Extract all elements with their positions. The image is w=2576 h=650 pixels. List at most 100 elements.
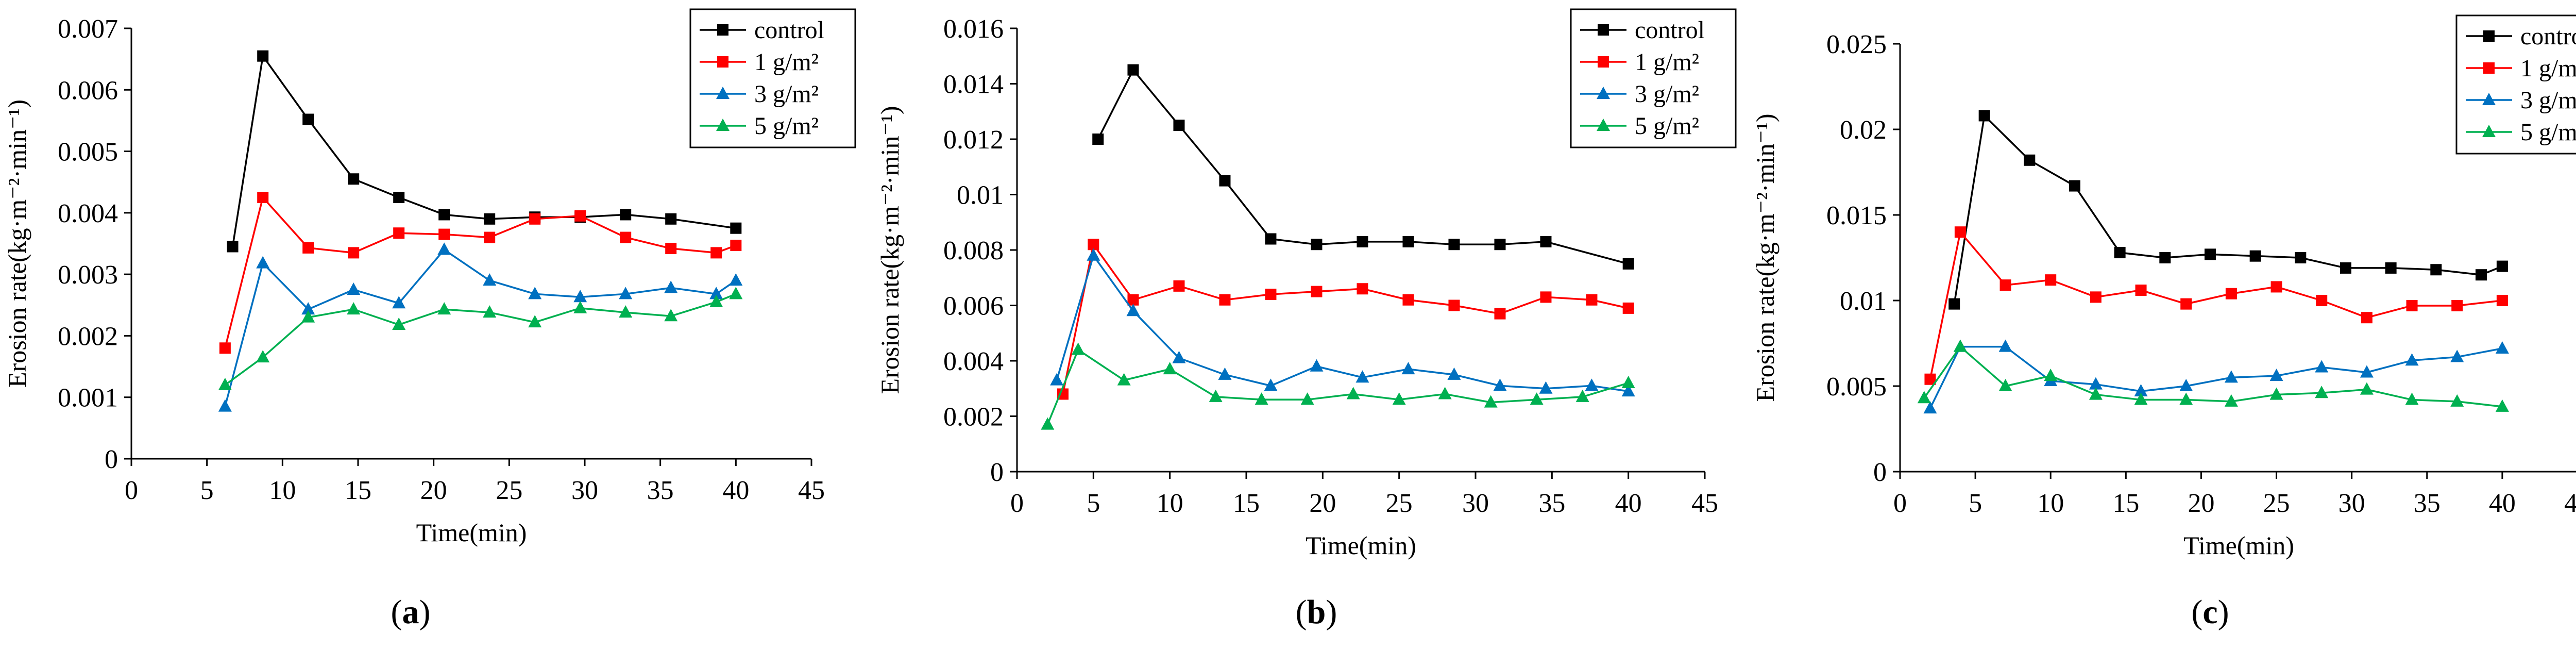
data-point bbox=[2089, 387, 2103, 400]
panel-label-c: (c) bbox=[2191, 593, 2229, 631]
data-point bbox=[1493, 378, 1507, 391]
legend-box bbox=[1570, 8, 1737, 148]
data-point bbox=[1173, 280, 1185, 292]
y-tick-label: 0 bbox=[990, 458, 1004, 487]
x-tick-label: 25 bbox=[2263, 489, 2290, 518]
data-point bbox=[2249, 250, 2261, 262]
data-point bbox=[2406, 299, 2418, 311]
data-point bbox=[1448, 239, 1460, 251]
data-point bbox=[218, 399, 232, 412]
data-point bbox=[619, 287, 633, 299]
data-point bbox=[348, 173, 360, 185]
data-point bbox=[1071, 342, 1085, 355]
data-point bbox=[730, 222, 742, 234]
data-point bbox=[2295, 252, 2307, 263]
legend-label: control bbox=[754, 16, 824, 44]
data-point bbox=[2224, 370, 2238, 383]
data-point bbox=[348, 247, 360, 259]
data-point bbox=[2315, 386, 2329, 398]
data-point bbox=[717, 56, 728, 68]
y-tick-label: 0.008 bbox=[943, 236, 1004, 265]
y-tick-label: 0.002 bbox=[58, 322, 118, 351]
data-point bbox=[620, 209, 632, 221]
series-3 bbox=[1041, 342, 1635, 430]
data-point bbox=[347, 282, 361, 295]
data-point bbox=[256, 350, 270, 363]
y-tick-label: 0.014 bbox=[943, 70, 1004, 99]
y-tick-label: 0.001 bbox=[58, 384, 118, 413]
data-point bbox=[1923, 401, 1937, 414]
data-point bbox=[1264, 378, 1278, 391]
data-point bbox=[392, 296, 406, 309]
data-point bbox=[2179, 379, 2193, 391]
series-1 bbox=[1924, 226, 2508, 385]
data-point bbox=[1622, 302, 1634, 314]
y-tick-label: 0.012 bbox=[943, 125, 1004, 155]
data-point bbox=[664, 280, 678, 293]
data-point bbox=[437, 302, 451, 315]
data-point bbox=[2069, 180, 2080, 192]
x-tick-label: 40 bbox=[722, 476, 749, 505]
data-point bbox=[1438, 387, 1452, 399]
data-point bbox=[664, 309, 678, 322]
data-point bbox=[1586, 294, 1598, 306]
data-point bbox=[483, 273, 497, 286]
data-point bbox=[1621, 384, 1635, 397]
data-point bbox=[574, 210, 586, 222]
x-tick-label: 40 bbox=[1615, 489, 1642, 518]
x-tick-label: 35 bbox=[2414, 489, 2441, 518]
series-2 bbox=[218, 242, 743, 412]
data-point bbox=[1978, 110, 1990, 122]
data-point bbox=[716, 119, 730, 131]
data-point bbox=[2385, 262, 2397, 274]
data-point bbox=[2114, 247, 2126, 259]
y-tick-label: 0.006 bbox=[58, 76, 118, 105]
data-point bbox=[1540, 236, 1552, 247]
data-point bbox=[2024, 154, 2036, 166]
x-tick-label: 35 bbox=[1538, 489, 1565, 518]
data-point bbox=[1163, 362, 1177, 375]
data-point bbox=[1255, 392, 1268, 405]
x-tick-label: 40 bbox=[2489, 489, 2516, 518]
x-tick-label: 45 bbox=[2564, 489, 2576, 518]
data-point bbox=[2483, 30, 2495, 42]
series-3 bbox=[1917, 339, 2509, 412]
legend-label: 1 g/m² bbox=[754, 48, 819, 76]
y-tick-label: 0.003 bbox=[58, 260, 118, 290]
data-point bbox=[2134, 392, 2148, 405]
x-tick-label: 30 bbox=[2338, 489, 2365, 518]
legend-box bbox=[2455, 14, 2576, 155]
legend-label: control bbox=[1635, 16, 1705, 44]
data-point bbox=[1311, 239, 1323, 251]
series-line bbox=[1923, 345, 2503, 408]
data-point bbox=[257, 50, 269, 62]
data-point bbox=[2135, 285, 2147, 296]
data-point bbox=[301, 310, 315, 323]
data-point bbox=[347, 302, 361, 315]
data-point bbox=[2316, 295, 2328, 306]
data-point bbox=[2482, 125, 2496, 137]
chart-c: 0 0.005 0.01 0.015 0.02 0.025 0 5 10 15 20 25 30 35 40… bbox=[1751, 14, 2576, 560]
data-point bbox=[393, 227, 405, 239]
data-point bbox=[1494, 308, 1506, 320]
x-tick-label: 5 bbox=[1969, 489, 1982, 518]
data-point bbox=[1622, 258, 1634, 270]
data-point bbox=[1585, 378, 1599, 391]
data-point bbox=[2483, 62, 2495, 74]
data-point bbox=[1092, 134, 1104, 145]
data-point bbox=[665, 213, 677, 225]
x-tick-label: 20 bbox=[2188, 489, 2214, 518]
series-3 bbox=[218, 287, 743, 390]
series-line bbox=[224, 195, 736, 348]
panel-label-a: (a) bbox=[391, 593, 431, 631]
data-point bbox=[1265, 289, 1277, 300]
series-1 bbox=[1057, 239, 1634, 400]
data-point bbox=[2270, 281, 2282, 293]
data-point bbox=[2315, 360, 2329, 373]
data-point bbox=[2475, 269, 2487, 281]
data-point bbox=[619, 305, 633, 318]
data-point bbox=[2180, 298, 2192, 310]
x-tick-label: 15 bbox=[2112, 489, 2139, 518]
data-point bbox=[2204, 248, 2216, 260]
